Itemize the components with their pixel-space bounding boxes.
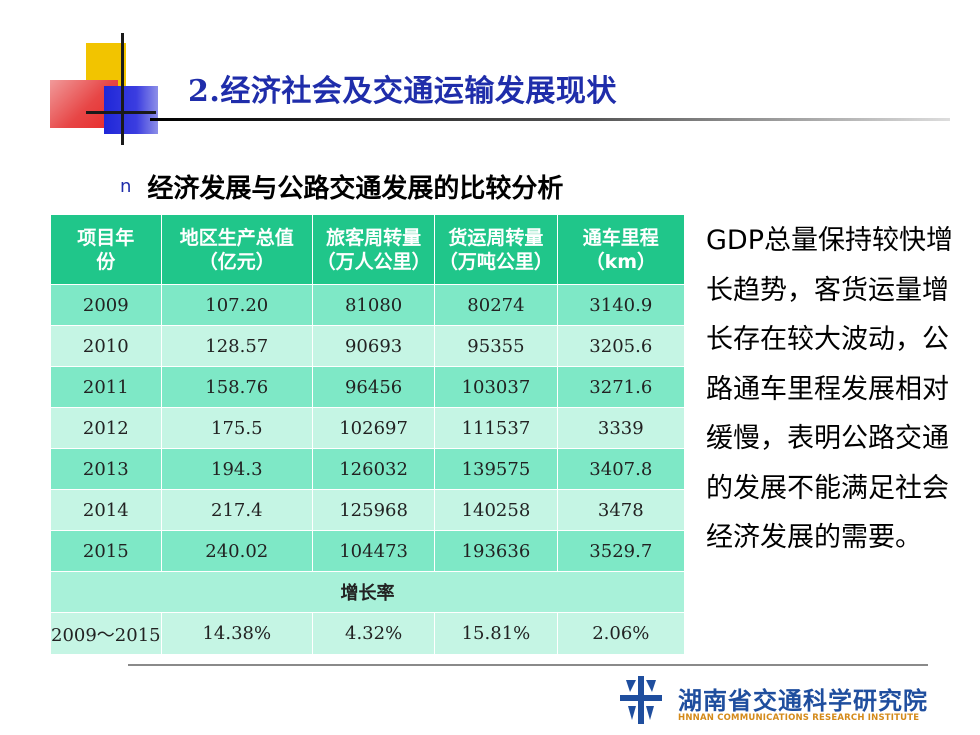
table-cell: 2014 bbox=[50, 489, 162, 531]
table-cell: 2.06% bbox=[556, 612, 686, 655]
table-cell: 2015 bbox=[50, 530, 162, 572]
table-cell: 140258 bbox=[434, 489, 558, 531]
slide-title: 2.经济社会及交通运输发展现状 bbox=[188, 74, 617, 109]
table-cell: 81080 bbox=[311, 284, 436, 326]
table-cell: 128.57 bbox=[160, 325, 313, 367]
column-header: 项目年份 bbox=[50, 214, 162, 285]
table-cell: 126032 bbox=[311, 448, 436, 490]
table-cell: 102697 bbox=[311, 407, 436, 449]
growth-row: 2009～2015 14.38% 4.32% 15.81% 2.06% bbox=[50, 612, 686, 655]
column-header: 地区生产总值 （亿元） bbox=[160, 214, 313, 285]
table-row: 2009 107.20 81080 80274 3140.9 bbox=[50, 284, 686, 326]
table-cell: 2009 bbox=[50, 284, 162, 326]
table-row: 2010 128.57 90693 95355 3205.6 bbox=[50, 325, 686, 367]
table-cell: 15.81% bbox=[434, 612, 558, 655]
decoration-blue-block bbox=[104, 86, 158, 134]
institute-logo-icon bbox=[620, 676, 662, 724]
table-cell: 2012 bbox=[50, 407, 162, 449]
table-row: 2012 175.5 102697 111537 3339 bbox=[50, 407, 686, 449]
table-cell: 2010 bbox=[50, 325, 162, 367]
table-row: 2011 158.76 96456 103037 3271.6 bbox=[50, 366, 686, 408]
table-row: 2013 194.3 126032 139575 3407.8 bbox=[50, 448, 686, 490]
table-cell: 96456 bbox=[311, 366, 436, 408]
table-cell: 2009～2015 bbox=[50, 612, 162, 655]
table-header-row: 项目年份 地区生产总值 （亿元） 旅客周转量 （万人公里） 货运周转量 （万吨公里） … bbox=[50, 214, 686, 285]
decoration-yellow-block bbox=[86, 43, 126, 87]
footer-divider bbox=[128, 664, 928, 666]
institute-name-en: HNNAN COMMUNICATIONS RESEARCH INSTITUTE bbox=[678, 713, 920, 723]
table-cell: 14.38% bbox=[160, 612, 313, 655]
table-cell: 125968 bbox=[311, 489, 436, 531]
table-cell: 240.02 bbox=[160, 530, 313, 572]
table-cell: 3205.6 bbox=[556, 325, 686, 367]
table-cell: 80274 bbox=[434, 284, 558, 326]
table-cell: 107.20 bbox=[160, 284, 313, 326]
growth-header-row: 增长率 bbox=[50, 571, 685, 613]
table-row: 2015 240.02 104473 193636 3529.7 bbox=[50, 530, 686, 572]
institute-name-cn: 湖南省交通科学研究院 bbox=[678, 687, 928, 715]
table-cell: 90693 bbox=[311, 325, 436, 367]
growth-label: 增长率 bbox=[50, 571, 685, 613]
slide-subtitle: 经济发展与公路交通发展的比较分析 bbox=[147, 174, 564, 204]
column-header: 旅客周转量 （万人公里） bbox=[311, 214, 436, 285]
table-cell: 3529.7 bbox=[556, 530, 686, 572]
table-cell: 3339 bbox=[556, 407, 686, 449]
table-cell: 139575 bbox=[434, 448, 558, 490]
subtitle-row: n 经济发展与公路交通发展的比较分析 bbox=[120, 168, 563, 205]
table-cell: 193636 bbox=[434, 530, 558, 572]
analysis-text: GDP总量保持较快增长趋势，客货运量增长存在较大波动，公路通车里程发展相对缓慢，… bbox=[706, 225, 953, 553]
decoration-horizontal-line bbox=[86, 111, 156, 114]
table-row: 2014 217.4 125968 140258 3478 bbox=[50, 489, 686, 531]
table-cell: 95355 bbox=[434, 325, 558, 367]
table-cell: 103037 bbox=[434, 366, 558, 408]
table-cell: 2013 bbox=[50, 448, 162, 490]
table-cell: 4.32% bbox=[311, 612, 436, 655]
column-header: 通车里程 （km） bbox=[556, 214, 686, 285]
table-cell: 175.5 bbox=[160, 407, 313, 449]
table-cell: 3407.8 bbox=[556, 448, 686, 490]
data-table: 项目年份 地区生产总值 （亿元） 旅客周转量 （万人公里） 货运周转量 （万吨公里） … bbox=[50, 214, 686, 655]
table-cell: 3271.6 bbox=[556, 366, 686, 408]
table-cell: 111537 bbox=[434, 407, 558, 449]
column-header: 货运周转量 （万吨公里） bbox=[434, 214, 558, 285]
table-cell: 158.76 bbox=[160, 366, 313, 408]
table-cell: 194.3 bbox=[160, 448, 313, 490]
table-cell: 3478 bbox=[556, 489, 686, 531]
title-underline bbox=[150, 118, 950, 121]
decoration-vertical-line bbox=[121, 33, 124, 145]
table-cell: 2011 bbox=[50, 366, 162, 408]
bullet-marker: n bbox=[120, 176, 132, 197]
table-cell: 217.4 bbox=[160, 489, 313, 531]
table-cell: 104473 bbox=[311, 530, 436, 572]
table-cell: 3140.9 bbox=[556, 284, 686, 326]
